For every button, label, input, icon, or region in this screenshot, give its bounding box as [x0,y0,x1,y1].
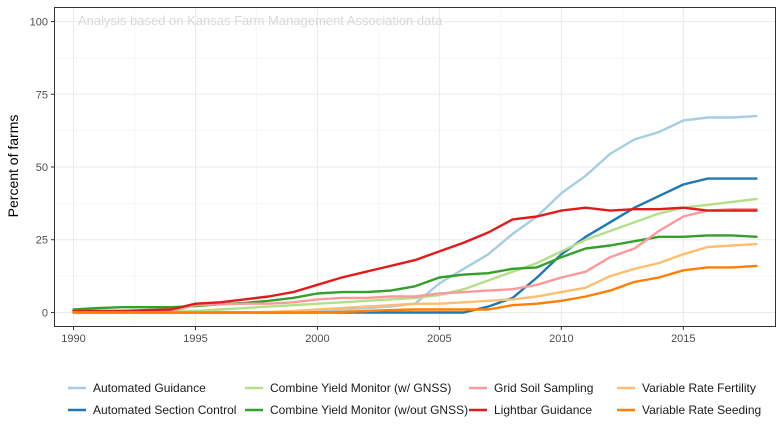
x-tick-label: 1990 [61,333,85,345]
legend-label-combine-yield-monitor-w-out-gnss: Combine Yield Monitor (w/out GNSS) [270,403,468,417]
legend-label-grid-soil-sampling: Grid Soil Sampling [494,381,593,395]
major-gridlines [54,7,776,327]
legend-label-lightbar-guidance: Lightbar Guidance [494,403,592,417]
x-tick-label: 2005 [427,333,451,345]
legend-label-automated-section-control: Automated Section Control [93,403,236,417]
legend-label-variable-rate-seeding: Variable Rate Seeding [642,403,761,417]
x-axis: 1990 1995 2000 2005 2010 2015 [61,327,696,345]
x-tick-label: 2010 [549,333,573,345]
plot-border [54,7,776,327]
series-line-grid-soil-sampling [72,207,758,313]
y-tick-label: 50 [36,162,48,174]
y-axis-title: Percent of farms [5,115,21,218]
y-tick-label: 75 [36,89,48,101]
series-line-lightbar-guidance [72,206,758,313]
series-lines [72,114,758,314]
legend-label-combine-yield-monitor-w-gnss: Combine Yield Monitor (w/ GNSS) [270,381,451,395]
y-tick-label: 0 [42,307,48,319]
series-line-variable-rate-seeding [72,264,758,314]
legend-label-variable-rate-fertility: Variable Rate Fertility [642,381,756,395]
chart-annotation: Analysis based on Kansas Farm Management… [78,13,443,28]
y-tick-label: 25 [36,235,48,247]
x-tick-label: 2000 [305,333,329,345]
legend: Automated Guidance Automated Section Cont… [68,381,761,417]
x-tick-label: 2015 [671,333,695,345]
legend-label-automated-guidance: Automated Guidance [93,381,206,395]
series-line-combine-yield-monitor-w-gnss [72,197,758,313]
y-axis: 0 25 50 75 100 [30,17,54,319]
y-tick-label: 100 [30,17,48,29]
x-tick-label: 1995 [183,333,207,345]
